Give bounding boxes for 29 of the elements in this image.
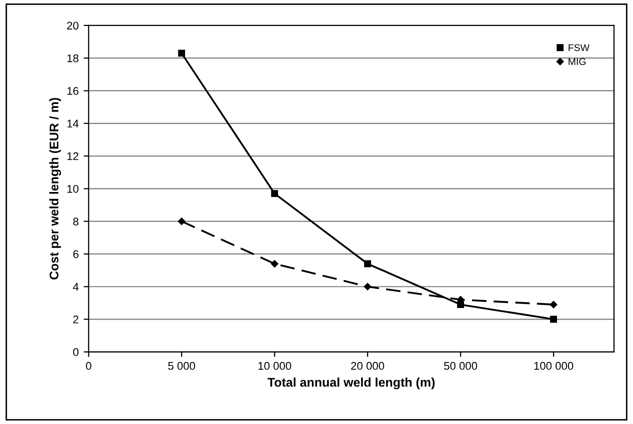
point [364, 282, 372, 290]
point [364, 260, 372, 268]
x-tick-label: 50 000 [444, 362, 478, 370]
y-tick-label: 12 [67, 152, 78, 160]
y-tick-label: 4 [72, 283, 79, 291]
x-tick-label: 10 000 [258, 362, 292, 370]
y-tick-label: 6 [73, 250, 78, 258]
point [178, 50, 186, 57]
point [550, 316, 558, 323]
y-tick-label: 8 [73, 218, 78, 226]
point [270, 260, 278, 268]
y-tick-label: 18 [67, 54, 78, 62]
x-tick-label: 0 [86, 362, 92, 370]
y-axis-title: Cost per weld length (EUR / m) [49, 98, 61, 280]
y-tick-label: 10 [67, 184, 78, 193]
x-tick-label: 20 000 [351, 362, 384, 370]
legend-label: FSW [568, 44, 590, 52]
x-axis-title: Total annual weld length (m) [268, 378, 435, 390]
y-tick-label: 20 [67, 22, 78, 30]
y-tick-label: 16 [67, 87, 78, 95]
point [178, 218, 186, 225]
y-tick-label: 14 [67, 120, 79, 128]
point [550, 300, 558, 308]
y-tick-label: 2 [73, 316, 78, 324]
y-tick-label: 0 [73, 348, 78, 356]
x-tick-label: 100 000 [534, 362, 574, 370]
legend-label: MIG [568, 58, 586, 66]
x-tick-label: 5 000 [168, 362, 196, 370]
point [271, 190, 278, 198]
